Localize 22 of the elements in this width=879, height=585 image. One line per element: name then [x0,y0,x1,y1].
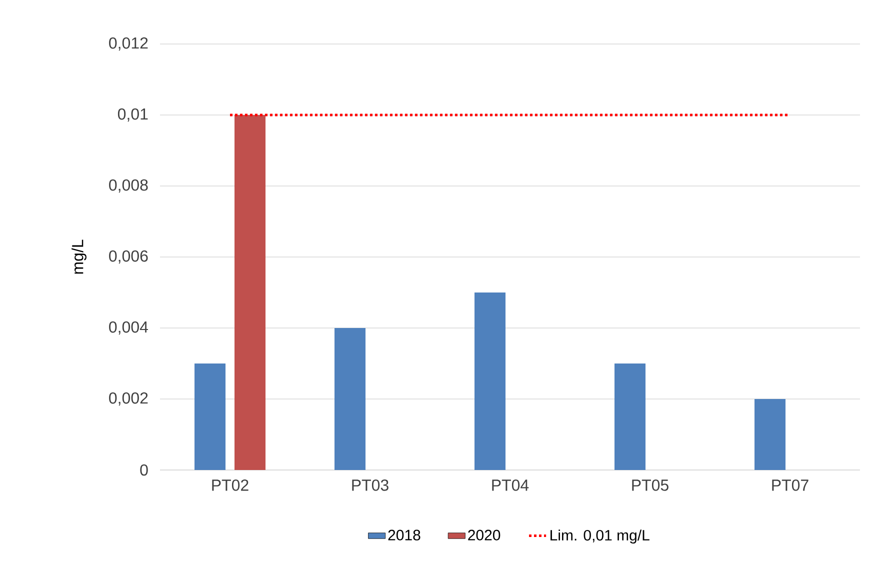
y-tick-label: 0 [140,464,148,476]
legend-label: Lim. 0,01 mg/L [550,530,650,544]
bar [474,292,506,470]
y-tick-label: 0,012 [109,37,148,51]
x-tick-label: PT02 [212,480,248,491]
bar [234,114,266,470]
bar [614,363,646,470]
x-tick-label: PT03 [352,480,388,491]
y-axis-title: mg/L [72,240,86,274]
x-tick-label: PT04 [492,480,529,491]
y-tick-label: 0,002 [109,392,148,406]
bar [194,363,226,470]
y-tick-label: 0,008 [109,179,148,193]
legend-label: 2018 [388,530,420,540]
y-tick-label: 0,01 [118,108,148,122]
legend-label: 2020 [468,530,500,540]
x-tick-label: PT07 [772,480,808,491]
y-tick-label: 0,004 [109,321,148,335]
bar [334,328,366,470]
bar [754,398,786,470]
y-tick-label: 0,006 [109,250,148,264]
x-tick-label: PT05 [632,480,668,491]
